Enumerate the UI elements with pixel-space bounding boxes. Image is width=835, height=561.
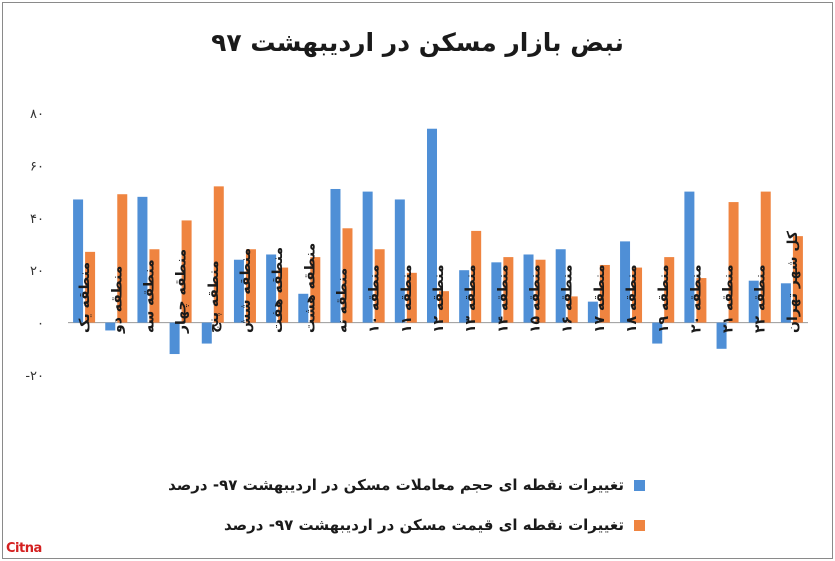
bar-price: [599, 264, 610, 323]
bar-volume: [169, 322, 180, 355]
bar-price: [342, 228, 353, 323]
x-tick-label: منطقه ۱۷: [592, 264, 608, 333]
x-tick-label: منطقه شش: [238, 248, 254, 333]
x-tick-label: منطقه ۱۸: [624, 264, 640, 333]
x-tick-label: منطقه ۱۲: [431, 264, 447, 333]
bar-price: [85, 251, 96, 323]
bar-volume: [427, 128, 437, 323]
x-tick-label: منطقه دو: [109, 266, 125, 334]
x-tick-label: منطقه ۲۱: [721, 264, 737, 333]
legend-item-price: تغییرات نقطه ای قیمت مسکن در اردیبهشت ۹۷…: [224, 516, 645, 534]
bar-volume: [298, 293, 309, 323]
bar-price: [632, 267, 643, 323]
legend-label-volume: تغییرات نقطه ای حجم معاملات مسکن در اردی…: [168, 476, 624, 494]
citna-logo: Citna: [6, 541, 42, 556]
y-tick-label: ۸۰: [30, 107, 44, 122]
x-tick-label: کل شهر تهران: [785, 230, 801, 333]
x-tick-label: منطقه ۱۳: [463, 264, 479, 333]
x-tick-label: منطقه هفت: [270, 247, 286, 333]
x-tick-label: منطقه هشت: [302, 243, 318, 333]
bar-price: [696, 278, 707, 323]
bar-price: [278, 267, 289, 323]
bar-volume: [491, 262, 502, 323]
bar-volume: [137, 196, 148, 323]
bar-volume: [587, 301, 598, 323]
x-tick-label: منطقه یک: [77, 262, 93, 333]
x-tick-label: منطقه ۱۹: [656, 264, 672, 333]
bar-volume: [105, 322, 116, 331]
y-tick-label: ۲۰: [30, 264, 44, 279]
bar-volume: [555, 249, 566, 323]
bar-price: [728, 202, 739, 323]
bar-volume: [233, 259, 244, 323]
x-tick-label: منطقه ۱۴: [495, 264, 511, 333]
bar-volume: [394, 199, 405, 323]
bar-price: [406, 272, 417, 323]
bar-volume: [684, 191, 695, 323]
y-axis: -۲۰ ۰ ۲۰ ۴۰ ۶۰ ۸۰: [25, 107, 44, 384]
bar-volume: [620, 241, 631, 323]
legend-item-volume: تغییرات نقطه ای حجم معاملات مسکن در اردی…: [168, 476, 645, 494]
x-axis-labels: منطقه یک منطقه دو منطقه سه منطقه چهار منطقه …: [77, 230, 801, 334]
y-tick-label: ۰: [37, 317, 44, 332]
bar-price: [117, 194, 128, 323]
x-tick-label: منطقه ۱۰: [367, 264, 383, 333]
bar-price: [213, 186, 224, 323]
legend-label-price: تغییرات نقطه ای قیمت مسکن در اردیبهشت ۹۷…: [224, 516, 624, 534]
legend-swatch-price: [634, 519, 645, 531]
bar-price: [792, 236, 803, 323]
legend-swatch-volume: [634, 479, 645, 491]
bar-price: [181, 220, 192, 323]
x-tick-label: منطقه ۲۰: [688, 264, 704, 333]
bars: [73, 128, 803, 355]
x-tick-label: منطقه سه: [141, 259, 157, 333]
bar-price: [535, 259, 546, 323]
bar-volume: [73, 199, 84, 323]
bar-price: [664, 257, 675, 323]
bar-price: [503, 257, 514, 323]
y-tick-label: -۲۰: [25, 369, 44, 384]
bar-volume: [201, 322, 212, 344]
bar-volume: [523, 254, 534, 323]
bar-price: [149, 249, 160, 323]
x-tick-label: منطقه چهار: [174, 249, 190, 334]
bar-price: [310, 257, 321, 323]
bar-price: [567, 296, 578, 323]
x-tick-label: منطقه نه: [334, 268, 350, 333]
x-tick-label: منطقه ۱۱: [399, 264, 415, 333]
x-tick-label: منطقه ۱۵: [528, 264, 544, 333]
bar-volume: [780, 283, 791, 323]
y-tick-label: ۴۰: [30, 212, 44, 227]
bar-volume: [652, 322, 663, 344]
x-tick-label: منطقه ۲۲: [753, 264, 769, 333]
bar-volume: [716, 322, 727, 349]
bar-volume: [362, 191, 373, 323]
bar-volume: [459, 270, 470, 323]
bar-volume: [748, 280, 759, 323]
y-tick-label: ۶۰: [30, 159, 44, 174]
x-tick-label: منطقه ۱۶: [560, 264, 576, 333]
bar-price: [245, 249, 256, 323]
bar-price: [760, 191, 771, 323]
bar-volume: [330, 188, 341, 323]
bar-price: [374, 249, 385, 323]
bar-volume: [266, 254, 277, 323]
bar-price: [439, 291, 449, 323]
chart-title: نبض بازار مسکن در اردیبهشت ۹۷: [211, 28, 624, 57]
bar-price: [471, 230, 482, 323]
x-tick-label: منطقه پنج: [206, 260, 222, 333]
